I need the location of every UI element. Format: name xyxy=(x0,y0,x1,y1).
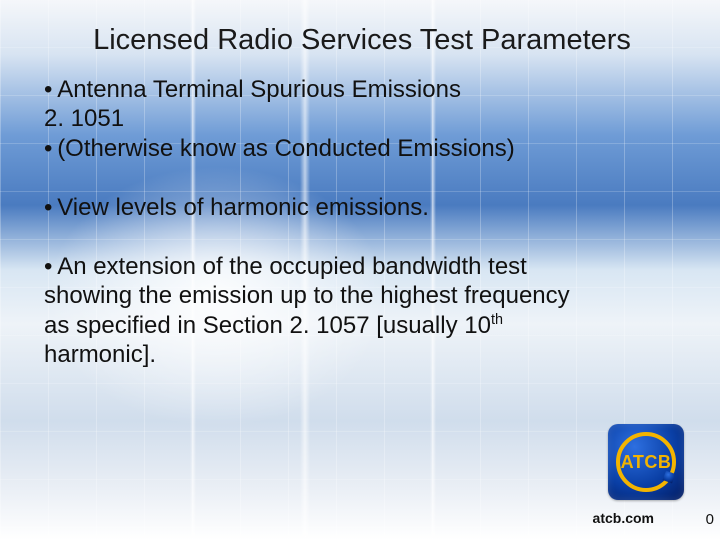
ordinal-suffix: th xyxy=(491,312,503,328)
bullet-icon: • xyxy=(44,134,57,163)
bullet-icon: • xyxy=(44,75,57,104)
bullet-text: Antenna Terminal Spurious Emissions xyxy=(57,76,461,103)
bullet-block-3: •An extension of the occupied bandwidth … xyxy=(44,252,584,369)
logo-ring-icon: ATCB xyxy=(616,432,676,492)
page-number: 0 xyxy=(706,511,714,528)
bullet-block-2: •View levels of harmonic emissions. xyxy=(44,193,680,222)
bullet-block-1: •Antenna Terminal Spurious Emissions 2. … xyxy=(44,75,680,163)
slide: Licensed Radio Services Test Parameters … xyxy=(0,0,720,540)
logo-text: ATCB xyxy=(621,452,672,473)
atcb-logo: ATCB xyxy=(608,424,684,500)
bullet-text-tail: harmonic]. xyxy=(44,341,156,368)
bullet-text: (Otherwise know as Conducted Emissions) xyxy=(57,135,515,162)
page-title: Licensed Radio Services Test Parameters xyxy=(44,24,680,57)
footer-url: atcb.com xyxy=(593,510,654,526)
bullet-icon: • xyxy=(44,252,57,281)
bullet-icon: • xyxy=(44,193,57,222)
slide-body: •Antenna Terminal Spurious Emissions 2. … xyxy=(44,75,680,369)
bullet-subline: 2. 1051 xyxy=(44,104,680,133)
bullet-text: View levels of harmonic emissions. xyxy=(57,194,429,221)
